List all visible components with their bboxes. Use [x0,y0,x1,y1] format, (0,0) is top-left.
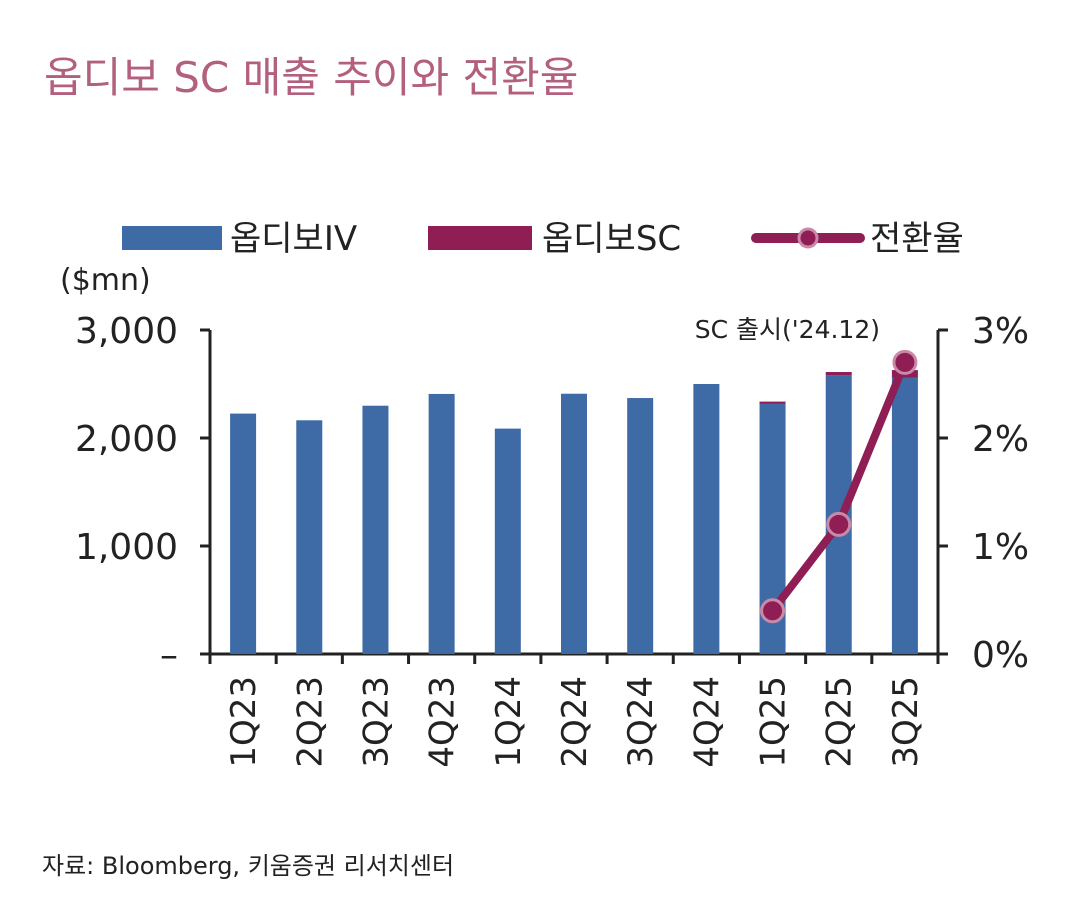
x-tick-label: 4Q23 [423,676,463,768]
left-axis-unit: ($mn) [60,263,151,298]
bar-iv-3Q25 [891,377,918,654]
axis-ticks: – 1,000 2,000 3,000 0% 1% 2% 3% 1Q23 2Q23 3Q23 4Q23… [75,311,1029,768]
left-tick-label: – [160,635,178,676]
x-tick-label: 3Q25 [886,676,926,768]
x-tick-label: 1Q24 [489,676,529,768]
legend-label-sc: 옵디보SC [542,219,681,259]
legend-label-rate: 전환율 [870,219,964,259]
legend-label-iv: 옵디보IV [230,219,357,259]
right-tick-label: 0% [972,635,1029,676]
bar-iv-3Q23 [362,405,389,654]
bar-iv-3Q24 [627,398,654,654]
left-tick-label: 1,000 [75,527,178,568]
rate-point-2Q25 [826,511,852,537]
left-tick-label: 3,000 [75,311,178,352]
bar-sc-1Q25 [759,401,786,404]
right-tick-label: 1% [972,527,1029,568]
legend-swatch-iv [122,226,222,250]
bar-iv-1Q24 [494,428,521,654]
right-tick-label: 3% [972,311,1029,352]
x-tick-label: 4Q24 [687,676,727,768]
x-tick-label: 2Q23 [290,676,330,768]
x-tick-label: 1Q23 [224,676,264,768]
rate-point-3Q25 [892,349,918,375]
x-tick-label: 2Q24 [555,676,595,768]
legend-marker-rate [797,227,819,249]
bar-sc-2Q25 [825,372,852,376]
chart-source: 자료: Bloomberg, 키움증권 리서치센터 [42,852,455,880]
x-tick-label: 3Q23 [356,676,396,768]
x-tick-label: 3Q24 [621,676,661,768]
x-tick-label: 1Q25 [754,676,794,768]
conversion-rate-line [760,349,918,624]
bar-iv-2Q23 [296,420,323,654]
legend-swatch-sc [428,226,532,250]
sc-launch-annotation: SC 출시('24.12) [695,315,880,344]
bar-iv-2Q24 [561,393,587,654]
bars [230,370,918,654]
bar-iv-4Q24 [693,384,720,654]
rate-point-1Q25 [760,598,786,624]
bar-iv-1Q23 [230,413,257,654]
chart-title: 옵디보 SC 매출 추이와 전환율 [44,53,579,102]
bar-iv-4Q23 [428,393,455,654]
legend: 옵디보IV 옵디보SC 전환율 [122,219,964,259]
left-tick-label: 2,000 [75,419,178,460]
right-tick-label: 2% [972,419,1029,460]
x-tick-label: 2Q25 [820,676,860,768]
